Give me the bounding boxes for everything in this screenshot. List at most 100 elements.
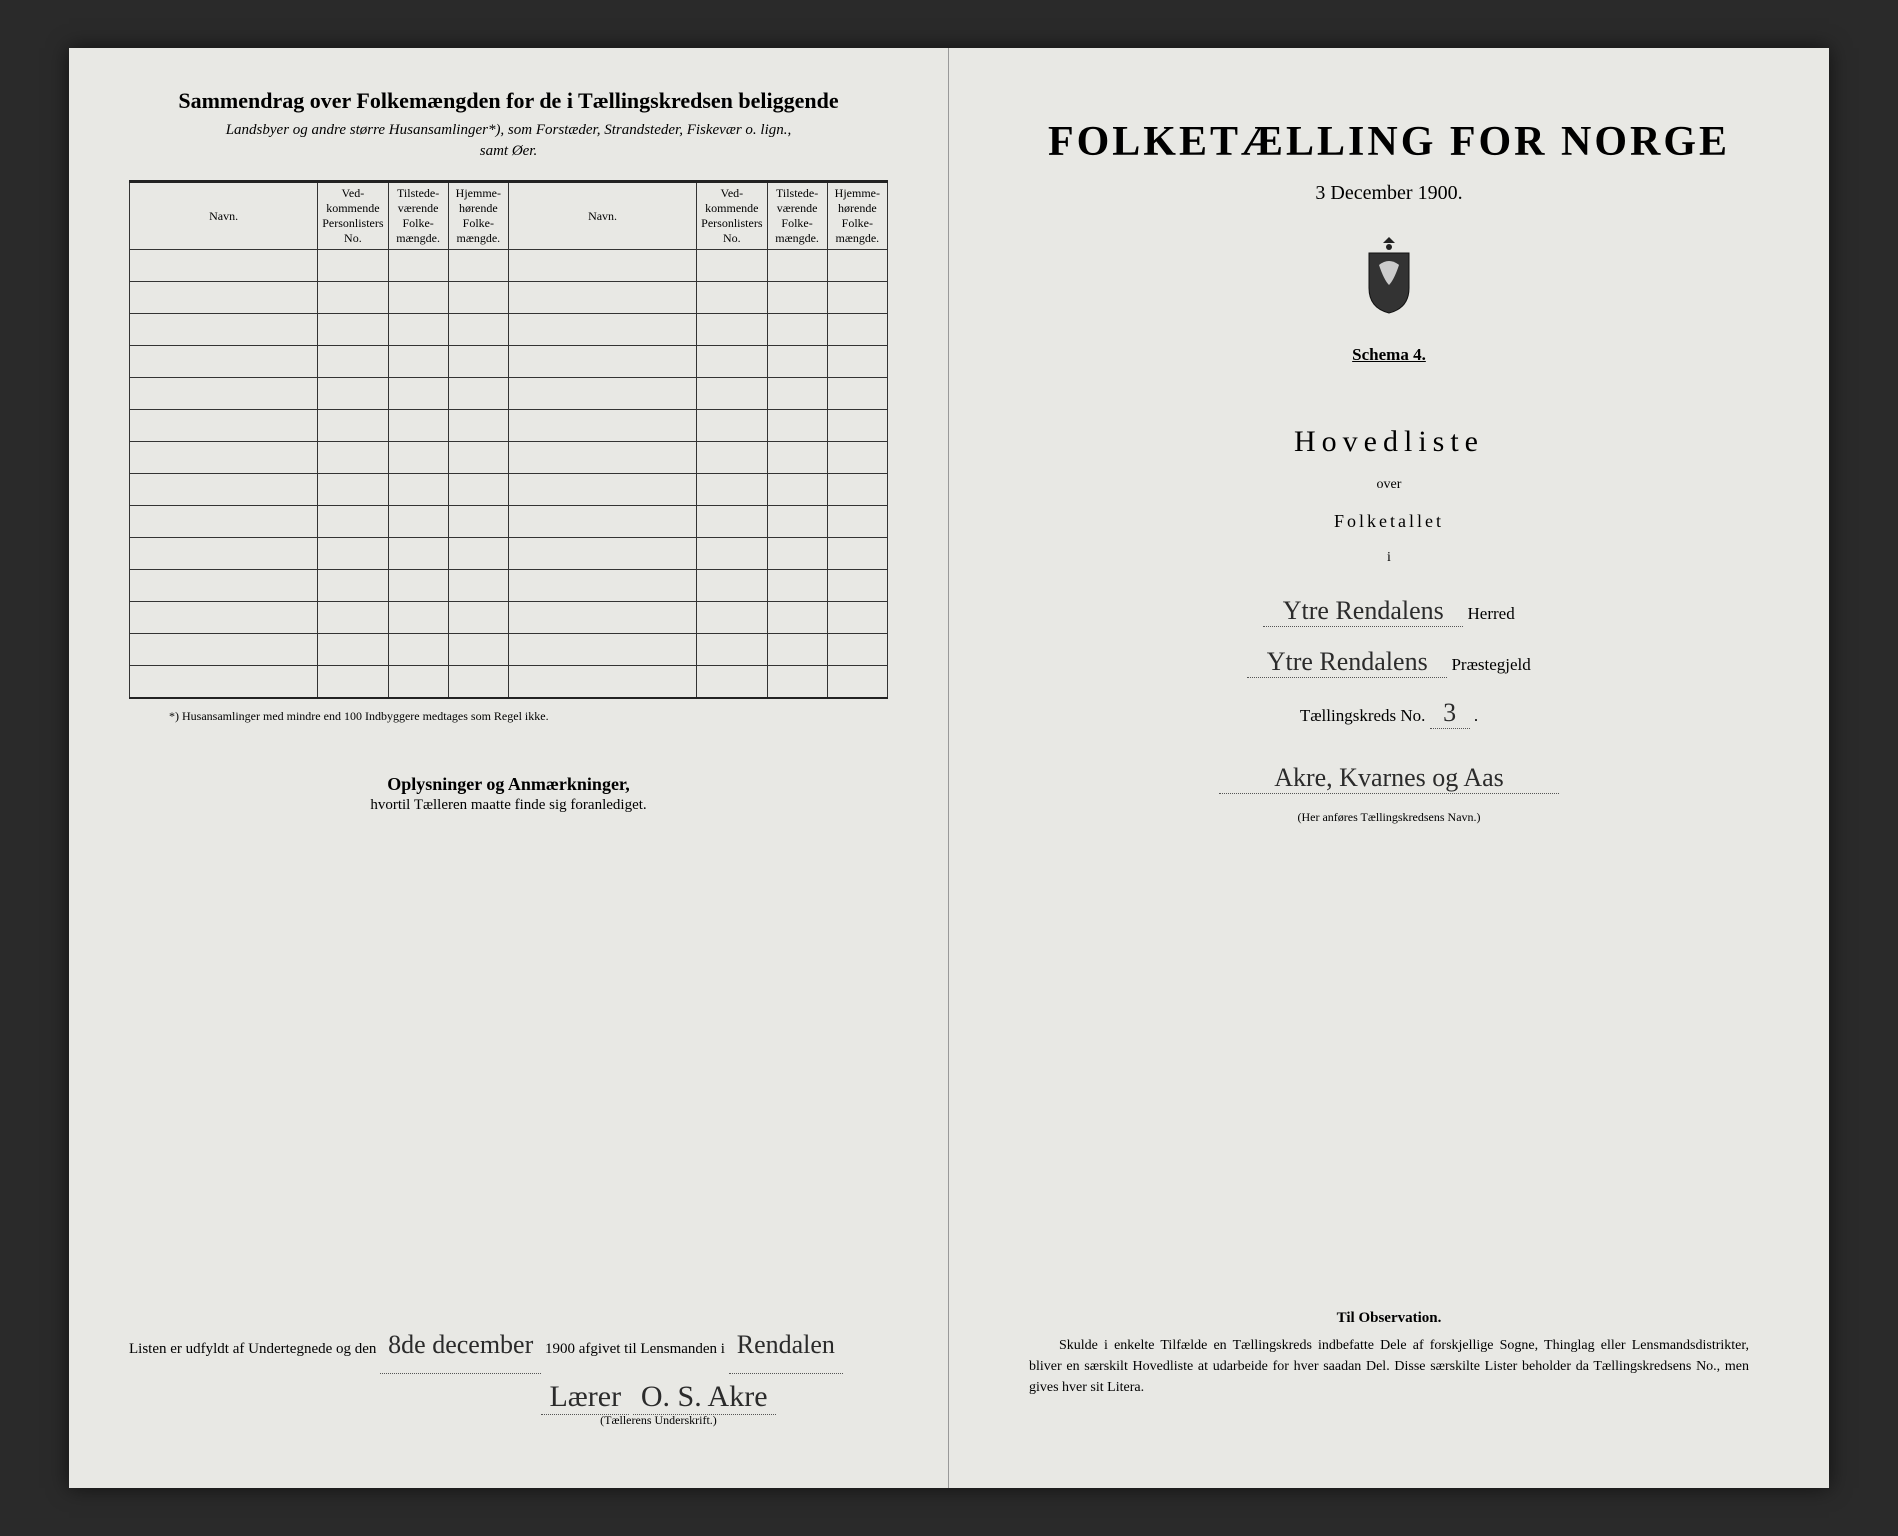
herred-label: Herred xyxy=(1468,604,1515,623)
table-cell xyxy=(697,474,767,506)
table-cell xyxy=(130,410,318,442)
table-cell xyxy=(130,506,318,538)
table-cell xyxy=(318,378,388,410)
table-cell xyxy=(827,506,887,538)
table-cell xyxy=(388,442,448,474)
table-cell xyxy=(827,570,887,602)
table-cell xyxy=(827,250,887,282)
table-cell xyxy=(388,570,448,602)
table-cell xyxy=(508,378,696,410)
sign-name: O. S. Akre xyxy=(633,1380,776,1415)
table-cell xyxy=(767,314,827,346)
table-row xyxy=(130,602,888,634)
summary-sub-line2: samt Øer. xyxy=(480,143,538,159)
table-cell xyxy=(318,538,388,570)
kreds-number: 3 xyxy=(1430,698,1470,729)
table-cell xyxy=(318,666,388,698)
table-cell xyxy=(318,602,388,634)
table-cell xyxy=(130,602,318,634)
table-cell xyxy=(448,602,508,634)
table-row xyxy=(130,634,888,666)
table-cell xyxy=(388,538,448,570)
table-cell xyxy=(508,314,696,346)
table-cell xyxy=(827,314,887,346)
table-cell xyxy=(697,602,767,634)
sign-caption: (Tællerens Underskrift.) xyxy=(429,1413,888,1428)
table-body xyxy=(130,250,888,698)
table-row xyxy=(130,314,888,346)
table-cell xyxy=(697,378,767,410)
table-cell xyxy=(827,602,887,634)
main-title: FOLKETÆLLING FOR NORGE xyxy=(1009,118,1769,166)
col-tilstede-2: Tilstede-værende Folke-mængde. xyxy=(767,182,827,250)
summary-subtitle: Landsbyer og andre større Husansamlinger… xyxy=(129,120,888,162)
table-cell xyxy=(448,634,508,666)
table-cell xyxy=(448,250,508,282)
table-cell xyxy=(130,474,318,506)
remarks-subtitle: hvortil Tælleren maatte finde sig foranl… xyxy=(129,797,888,814)
summary-sub-line1: Landsbyer og andre større Husansamlinger… xyxy=(226,122,792,138)
col-tilstede-1: Tilstede-værende Folke-mængde. xyxy=(388,182,448,250)
sign-date: 8de december xyxy=(380,1316,541,1374)
sign-place: Rendalen xyxy=(729,1316,843,1374)
schema-label: Schema 4. xyxy=(1352,345,1426,365)
table-cell xyxy=(827,346,887,378)
table-cell xyxy=(318,410,388,442)
table-cell xyxy=(767,378,827,410)
table-row xyxy=(130,346,888,378)
table-cell xyxy=(388,506,448,538)
sign-role: Lærer xyxy=(541,1380,629,1415)
col-list-2: Ved-kommende Personlisters No. xyxy=(697,182,767,250)
i-label: i xyxy=(1009,550,1769,566)
table-cell xyxy=(130,250,318,282)
table-row xyxy=(130,378,888,410)
table-cell xyxy=(388,378,448,410)
table-cell xyxy=(130,378,318,410)
col-list-1: Ved-kommende Personlisters No. xyxy=(318,182,388,250)
col-hjemme-2: Hjemme-hørende Folke-mængde. xyxy=(827,182,887,250)
table-cell xyxy=(827,442,887,474)
table-cell xyxy=(318,634,388,666)
census-date: 3 December 1900. xyxy=(1009,182,1769,205)
table-cell xyxy=(388,250,448,282)
table-cell xyxy=(767,250,827,282)
table-cell xyxy=(388,474,448,506)
summary-table: Navn. Ved-kommende Personlisters No. Til… xyxy=(129,180,888,699)
table-cell xyxy=(697,570,767,602)
col-hjemme-1: Hjemme-hørende Folke-mængde. xyxy=(448,182,508,250)
table-cell xyxy=(130,314,318,346)
table-cell xyxy=(508,410,696,442)
table-cell xyxy=(697,250,767,282)
document-spread: Sammendrag over Folkemængden for de i Tæ… xyxy=(69,48,1829,1488)
col-navn-1: Navn. xyxy=(130,182,318,250)
hovedliste-title: Hovedliste xyxy=(1009,425,1769,459)
table-row xyxy=(130,250,888,282)
table-row xyxy=(130,570,888,602)
table-cell xyxy=(130,538,318,570)
table-cell xyxy=(318,474,388,506)
table-cell xyxy=(697,282,767,314)
table-cell xyxy=(130,570,318,602)
table-cell xyxy=(318,314,388,346)
table-cell xyxy=(448,314,508,346)
table-cell xyxy=(508,282,696,314)
table-cell xyxy=(388,282,448,314)
table-cell xyxy=(508,506,696,538)
table-row xyxy=(130,538,888,570)
table-cell xyxy=(697,506,767,538)
table-cell xyxy=(697,314,767,346)
table-cell xyxy=(318,282,388,314)
table-cell xyxy=(448,570,508,602)
observation-block: Til Observation. Skulde i enkelte Tilfæl… xyxy=(1029,1310,1749,1398)
table-cell xyxy=(448,666,508,698)
table-cell xyxy=(448,538,508,570)
table-cell xyxy=(827,538,887,570)
table-row xyxy=(130,410,888,442)
table-cell xyxy=(388,346,448,378)
folketallet-label: Folketallet xyxy=(1009,511,1769,532)
left-page: Sammendrag over Folkemængden for de i Tæ… xyxy=(69,48,949,1488)
table-cell xyxy=(508,538,696,570)
table-row xyxy=(130,442,888,474)
right-page: FOLKETÆLLING FOR NORGE 3 December 1900. … xyxy=(949,48,1829,1488)
table-cell xyxy=(318,442,388,474)
